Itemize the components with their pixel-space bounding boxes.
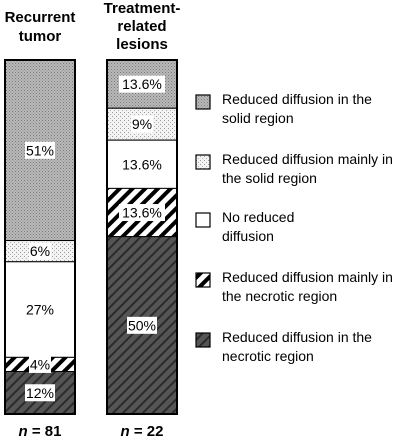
bar-outline-treatment-related-lesions [106,59,178,415]
segment-label-treatment-related-lesions-4: 13.6% [122,205,162,221]
column-title-treatment-related-lesions: related [117,18,166,35]
segment-label-box [29,355,51,373]
segment-label-box [29,242,51,260]
legend-label-reduced-diffusion-in-the-necrotic-region: Reduced diffusion in the [222,329,372,345]
segment-label-box [25,301,55,319]
segment-label-box [119,204,165,222]
legend-label-reduced-diffusion-in-the-solid-region: solid region [222,110,294,126]
segment-label-treatment-related-lesions-2: 9% [132,116,152,132]
legend-label-no-reduced-diffusion: diffusion [222,228,274,244]
legend-label-reduced-diffusion-mainly-in-the-solid-region: the solid region [222,170,317,186]
segment-label-box [25,384,55,402]
legend-swatch-reduced-diffusion-mainly-in-the-solid-region [195,154,211,170]
column-title-recurrent-tumor: tumor [19,28,62,45]
sample-size-recurrent-tumor: n = 81 [19,423,62,440]
segment-label-recurrent-tumor-1: 51% [26,142,54,158]
legend-swatch-reduced-diffusion-mainly-in-the-necrotic-region [195,272,211,288]
column-title-recurrent-tumor: Recurrent [5,9,76,26]
legend-label-reduced-diffusion-mainly-in-the-necrotic-region: Reduced diffusion mainly in [222,269,393,285]
legend-swatch-reduced-diffusion-in-the-necrotic-region [195,332,211,348]
segment-label-recurrent-tumor-5: 12% [26,385,54,401]
legend-label-reduced-diffusion-mainly-in-the-solid-region: Reduced diffusion mainly in [222,151,393,167]
segment-label-box [119,155,165,173]
bar-outline-recurrent-tumor [4,59,76,415]
segment-label-recurrent-tumor-3: 27% [26,302,54,318]
legend-label-reduced-diffusion-in-the-solid-region: Reduced diffusion in the [222,91,372,107]
legend-label-reduced-diffusion-in-the-necrotic-region: necrotic region [222,348,314,364]
column-title-treatment-related-lesions: Treatment- [104,0,181,17]
legend-label-reduced-diffusion-mainly-in-the-necrotic-region: the necrotic region [222,288,337,304]
legend-swatch-no-reduced-diffusion [195,212,211,228]
segment-label-treatment-related-lesions-1: 13.6% [122,76,162,92]
segment-label-box [131,115,153,133]
segment-label-treatment-related-lesions-3: 13.6% [122,156,162,172]
legend-label-no-reduced-diffusion: No reduced [222,209,294,225]
segment-label-recurrent-tumor-4: 4% [30,356,50,372]
segment-label-box [119,75,165,93]
segment-label-box [127,316,157,334]
sample-size-treatment-related-lesions: n = 22 [121,423,164,440]
legend-swatch-reduced-diffusion-in-the-solid-region [195,94,211,110]
segment-label-box [25,141,55,159]
segment-label-recurrent-tumor-2: 6% [30,243,50,259]
segment-label-treatment-related-lesions-5: 50% [128,317,156,333]
column-title-treatment-related-lesions: lesions [116,36,168,53]
